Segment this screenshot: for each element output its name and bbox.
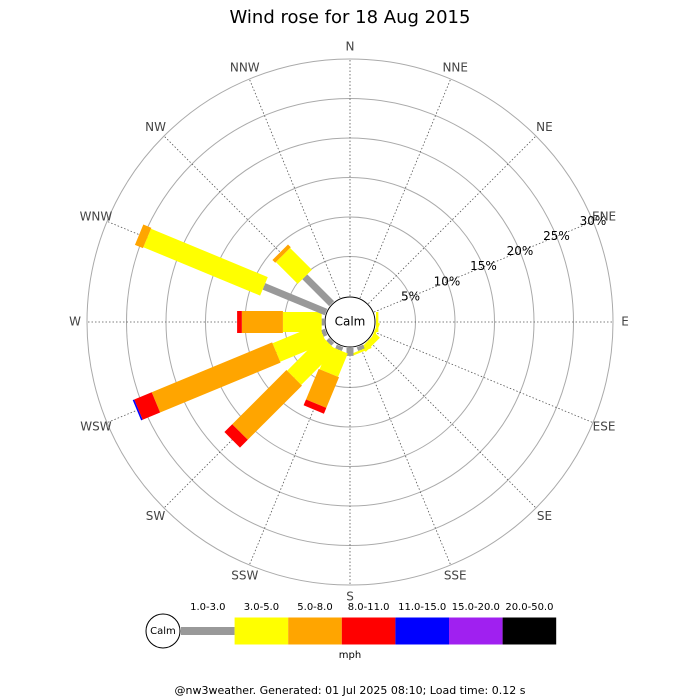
- legend-calm: [145, 613, 181, 649]
- calm-label: Calm: [335, 315, 366, 329]
- spoke: [368, 340, 537, 509]
- legend-label: 20.0-50.0: [505, 602, 553, 613]
- wind-segment: [356, 344, 365, 352]
- direction-label: SW: [146, 509, 166, 523]
- legend-calm-label: Calm: [150, 626, 176, 637]
- wind-segment: [302, 274, 335, 307]
- spoke: [359, 345, 452, 566]
- legend-swatch: [288, 617, 342, 645]
- direction-label: SSE: [444, 569, 467, 583]
- wind-segment: [134, 392, 161, 420]
- footer: @nw3weather. Generated: 01 Jul 2025 08:1…: [175, 684, 526, 697]
- legend-label: 5.0-8.0: [297, 602, 332, 613]
- wind-segment: [237, 311, 242, 333]
- wind-segment: [320, 328, 328, 337]
- wind-segment: [241, 311, 283, 333]
- wind-segment: [352, 345, 372, 356]
- legend-label: 15.0-20.0: [452, 602, 500, 613]
- wind-segment: [272, 324, 327, 362]
- spoke: [373, 220, 594, 313]
- spoke: [373, 331, 594, 424]
- wind-segment: [143, 228, 268, 296]
- direction-label: E: [621, 315, 629, 329]
- legend-swatch: [395, 617, 449, 645]
- wind-segment: [346, 348, 354, 356]
- direction-label: NW: [145, 120, 166, 134]
- legend-swatch: [449, 617, 503, 645]
- spoke: [248, 78, 341, 299]
- unit-label: mph: [339, 650, 361, 661]
- wind-segment: [151, 342, 281, 413]
- wind-segment: [272, 244, 291, 263]
- wind-segment: [262, 283, 328, 316]
- spoke: [359, 78, 452, 299]
- wind-segment: [306, 368, 340, 408]
- direction-label: WNW: [80, 209, 113, 223]
- legend-swatch: [341, 617, 396, 645]
- direction-label: N: [346, 40, 355, 54]
- direction-label: WSW: [80, 420, 111, 434]
- wind-segment: [232, 370, 302, 440]
- direction-label: ENE: [592, 209, 616, 223]
- wind-segment: [224, 424, 248, 448]
- legend-label: 1.0-3.0: [190, 602, 225, 613]
- wind-segment: [287, 336, 336, 385]
- wind-segment: [361, 333, 380, 352]
- direction-label: NNW: [230, 60, 260, 74]
- r-tick-label: 10%: [434, 274, 461, 288]
- direction-label: NE: [536, 120, 553, 134]
- direction-label: NNE: [442, 60, 468, 74]
- legend-swatch: [234, 617, 289, 645]
- wind-segment: [132, 399, 143, 421]
- wind-segment: [335, 344, 344, 352]
- direction-label: W: [69, 315, 81, 329]
- wind-segment: [134, 224, 152, 249]
- spoke: [368, 135, 537, 304]
- grid-ring: [205, 177, 495, 467]
- direction-label: ESE: [593, 420, 616, 434]
- legend-label: 11.0-15.0: [398, 602, 446, 613]
- chart-title: Wind rose for 18 Aug 2015: [230, 7, 471, 28]
- legend-label: 3.0-5.0: [244, 602, 279, 613]
- r-tick-label: 30%: [580, 214, 607, 228]
- direction-label: S: [346, 590, 354, 604]
- r-tick-label: 15%: [470, 259, 497, 273]
- legend-label: 8.0-11.0: [348, 602, 390, 613]
- direction-label: SSW: [231, 569, 258, 583]
- r-tick-label: 5%: [401, 289, 420, 303]
- wind-segment: [303, 399, 327, 414]
- r-tick-label: 20%: [507, 244, 534, 258]
- wind-segment: [282, 312, 322, 332]
- direction-label: SE: [537, 509, 552, 523]
- wind-segment: [326, 337, 335, 346]
- legend-swatch: [502, 617, 557, 645]
- r-tick-label: 25%: [543, 229, 570, 243]
- wind-segment: [275, 247, 312, 284]
- wind-segment: [321, 318, 324, 326]
- legend-swatch: [181, 627, 235, 635]
- calm-circle: [324, 296, 376, 348]
- grid-ring: [86, 58, 614, 586]
